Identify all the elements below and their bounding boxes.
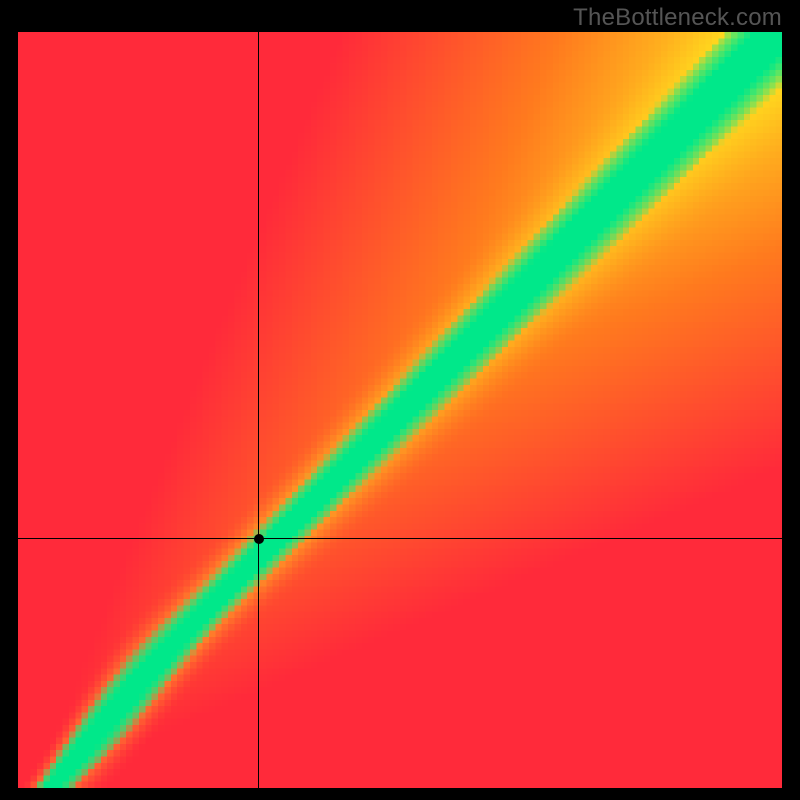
heatmap-canvas xyxy=(18,32,782,788)
chart-container: TheBottleneck.com xyxy=(0,0,800,800)
crosshair-vertical xyxy=(258,32,259,788)
marker-dot xyxy=(254,534,264,544)
watermark-text: TheBottleneck.com xyxy=(573,4,782,32)
crosshair-horizontal xyxy=(18,538,782,539)
heatmap-plot xyxy=(18,32,782,788)
